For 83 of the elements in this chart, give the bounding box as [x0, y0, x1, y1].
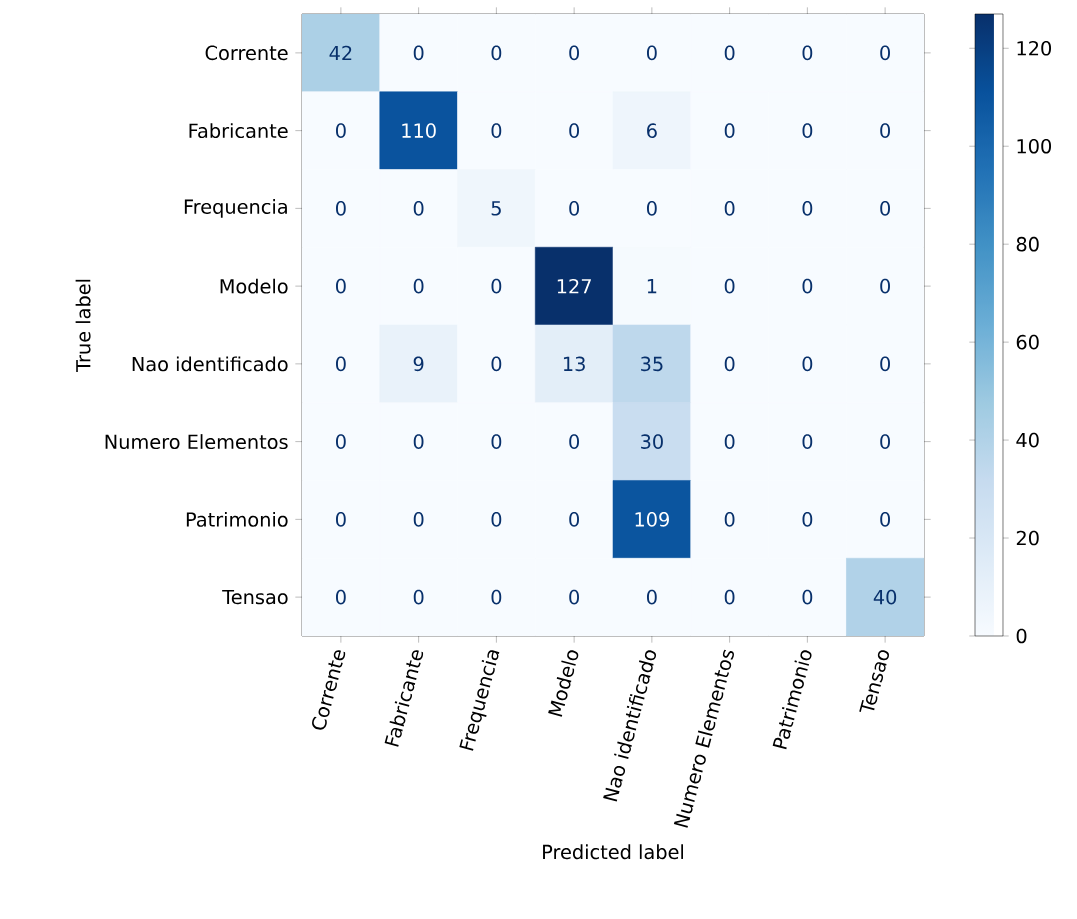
data-label: 0 — [569, 434, 579, 449]
data-label: 0 — [724, 512, 735, 527]
y-tick-label: Nao identificado — [132, 356, 288, 372]
data-label: 0 — [880, 434, 890, 449]
data-label: 0 — [880, 123, 890, 138]
data-label: 0 — [491, 589, 502, 605]
data-label: 0 — [880, 512, 890, 527]
data-label: 0 — [336, 201, 346, 216]
data-label: 6 — [647, 123, 657, 138]
data-label: 42 — [329, 45, 352, 61]
data-label: 127 — [557, 278, 591, 294]
y-tick-label: Numero Elementos — [105, 434, 288, 450]
data-label: 0 — [413, 434, 424, 449]
data-label: 30 — [641, 434, 663, 449]
data-label: 110 — [402, 123, 436, 138]
data-label: 0 — [491, 45, 502, 61]
data-label: 0 — [802, 356, 813, 372]
data-label: 0 — [336, 356, 346, 372]
data-label: 0 — [336, 434, 346, 449]
color-bar-label: 80 — [1016, 236, 1039, 252]
data-label: 0 — [880, 201, 890, 216]
data-label: 0 — [413, 278, 424, 294]
data-label: 9 — [413, 356, 424, 372]
data-label: 0 — [336, 512, 346, 527]
data-label: 40 — [873, 589, 897, 605]
y-tick-label: Modelo — [220, 278, 288, 294]
data-label: 0 — [491, 123, 502, 138]
y-tick-label: Tensao — [222, 589, 288, 605]
data-label: 0 — [336, 278, 346, 294]
data-label: 0 — [724, 201, 735, 216]
data-label: 0 — [880, 278, 890, 294]
data-label: 0 — [880, 356, 890, 372]
data-label: 0 — [491, 512, 502, 527]
data-label: 0 — [569, 512, 579, 527]
data-label: 0 — [647, 45, 657, 61]
color-bar-label: 40 — [1016, 432, 1039, 448]
data-label: 0 — [724, 356, 735, 372]
data-label: 0 — [569, 201, 579, 216]
data-label: 0 — [802, 201, 813, 216]
data-label: 13 — [563, 356, 585, 372]
data-label: 0 — [724, 123, 735, 138]
y-axis-title: True label — [75, 279, 91, 373]
data-label: 0 — [724, 45, 735, 61]
data-label: 0 — [802, 123, 813, 138]
color-bar-label: 120 — [1017, 40, 1052, 56]
data-label: 109 — [635, 512, 669, 527]
x-tick-label: Modelo — [548, 650, 579, 717]
y-tick-label: Corrente — [205, 45, 288, 61]
data-label: 0 — [724, 434, 735, 449]
color-bar-label: 60 — [1016, 334, 1039, 350]
data-label: 0 — [491, 356, 502, 372]
data-label: 0 — [802, 512, 813, 527]
data-label: 0 — [569, 45, 579, 61]
data-label: 0 — [802, 434, 813, 449]
data-label: 0 — [491, 434, 502, 449]
data-label: 0 — [336, 123, 346, 138]
color-bar-label: 100 — [1017, 138, 1052, 154]
data-label: 0 — [413, 512, 424, 527]
data-label: 0 — [880, 45, 890, 61]
data-label: 0 — [413, 45, 424, 61]
data-label: 0 — [802, 45, 813, 61]
data-label: 0 — [569, 589, 579, 605]
data-label: 0 — [802, 278, 813, 294]
color-bar-label: 20 — [1016, 530, 1039, 546]
y-tick-label: Patrimonio — [186, 511, 288, 527]
data-label: 0 — [336, 589, 346, 605]
data-label: 0 — [491, 278, 502, 294]
data-label: 0 — [413, 201, 424, 216]
x-axis-title: Predicted label — [543, 844, 684, 860]
data-label: 0 — [569, 123, 579, 138]
data-label: 0 — [802, 589, 813, 605]
data-label: 0 — [647, 201, 657, 216]
y-tick-label: Fabricante — [189, 123, 288, 139]
data-label: 0 — [647, 589, 657, 605]
y-tick-label: Frequencia — [184, 199, 287, 218]
x-tick-label: Tensao — [859, 650, 889, 712]
data-label: 0 — [724, 278, 735, 294]
data-label: 0 — [413, 589, 424, 605]
color-bar-label: 0 — [1016, 628, 1027, 644]
data-label: 35 — [641, 356, 663, 372]
data-label: 5 — [491, 201, 501, 216]
data-label: 0 — [724, 589, 735, 605]
data-label: 1 — [647, 279, 657, 294]
